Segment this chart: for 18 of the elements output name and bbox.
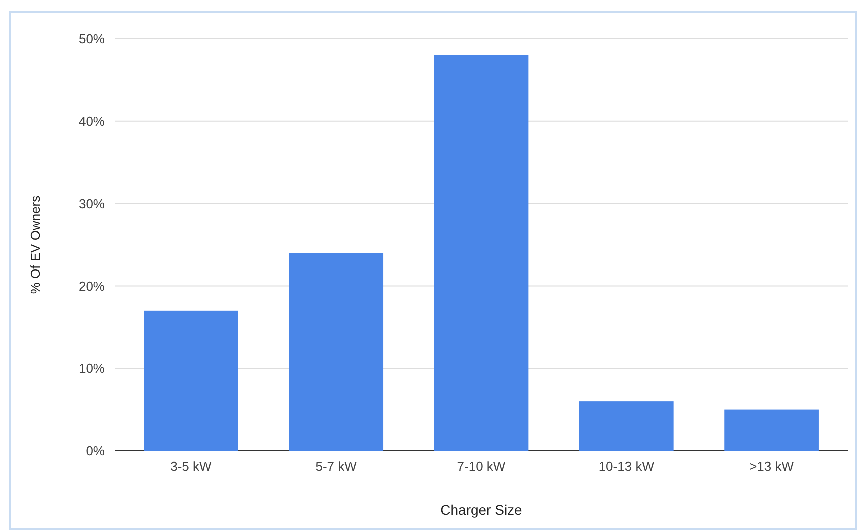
- y-tick-label: 0%: [86, 444, 106, 459]
- x-tick-label: 10-13 kW: [598, 459, 656, 474]
- bar: [724, 410, 819, 451]
- y-tick-label: 40%: [78, 114, 106, 129]
- bar: [289, 253, 384, 451]
- y-tick-label: 10%: [78, 361, 106, 376]
- x-tick-label: 7-10 kW: [457, 459, 506, 474]
- x-tick-label: >13 kW: [750, 459, 795, 474]
- y-tick-label: 30%: [78, 196, 106, 212]
- bar: [434, 55, 529, 451]
- y-tick-label: 50%: [78, 32, 106, 47]
- x-tick-label: 3-5 kW: [170, 459, 213, 474]
- x-axis-title: Charger Size: [440, 502, 523, 518]
- x-tick-label: 5-7 kW: [316, 459, 358, 474]
- y-axis-title: % Of EV Owners: [28, 195, 43, 294]
- bar: [579, 402, 674, 451]
- y-tick-label: 20%: [78, 278, 106, 294]
- bar: [144, 310, 238, 451]
